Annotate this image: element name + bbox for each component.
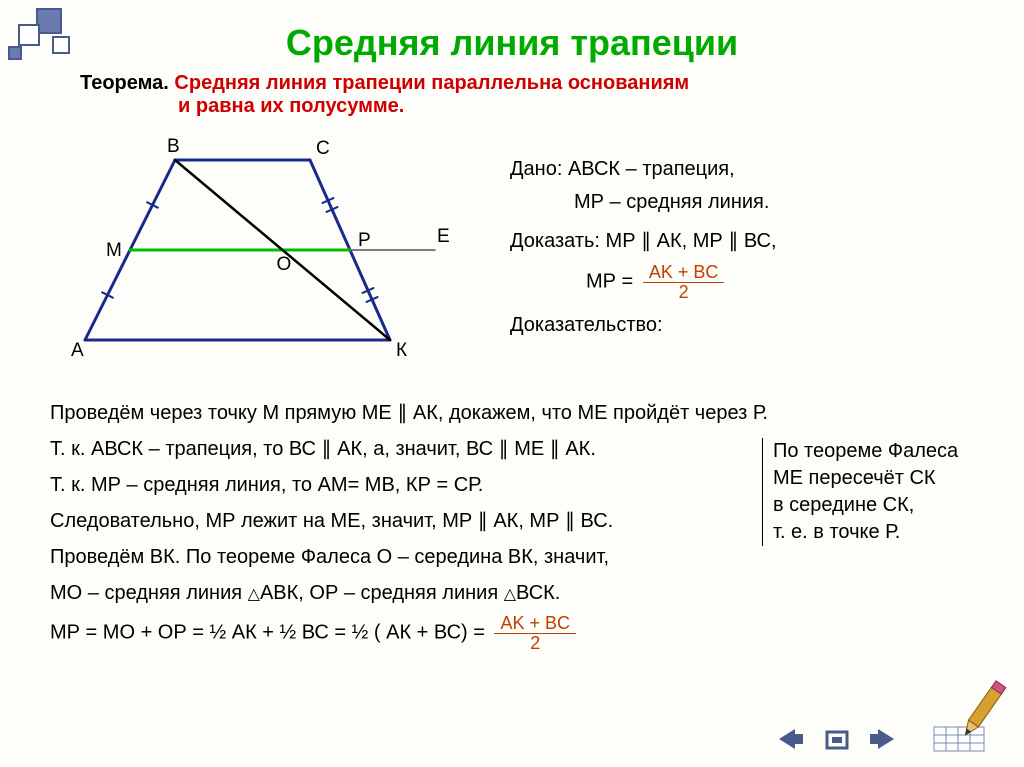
proof-p5: Проведём ВК. По теореме Фалеса О – серед… [50, 542, 984, 572]
proof-p6: МО – средняя линия △АВК, ОР – средняя ли… [50, 578, 984, 608]
svg-text:С: С [316, 138, 330, 159]
nav-controls [769, 725, 904, 753]
page-title: Средняя линия трапеции [0, 22, 1024, 64]
theorem-line2: и равна их полусумме. [178, 95, 404, 117]
svg-text:Р: Р [358, 230, 371, 251]
svg-text:В: В [167, 136, 180, 157]
mp-eq-left: МР = [586, 271, 633, 293]
given-line1: АВСК – трапеция, [568, 158, 735, 180]
svg-text:М: М [106, 240, 122, 261]
theorem-statement: Теорема. Средняя линия трапеции параллел… [80, 72, 689, 118]
proof-p1: Проведём через точку М прямую МЕ ∥ АК, д… [50, 398, 984, 428]
given-line2: МР – средняя линия. [574, 191, 769, 213]
prove-expr: МР ∥ АК, МР ∥ ВС, [606, 230, 777, 252]
svg-text:О: О [277, 254, 292, 275]
thales-note: По теореме Фалеса МЕ пересечёт СК в сере… [762, 438, 994, 546]
theorem-line1: Средняя линия трапеции параллельна основ… [174, 72, 689, 94]
trapezoid-diagram: А В С К М Р Е О [55, 130, 465, 360]
prove-label: Доказать: [510, 230, 600, 252]
mp-fraction: AK + BC 2 [643, 263, 725, 302]
theorem-label: Теорема. [80, 72, 169, 94]
proof-label: Доказательство: [510, 314, 663, 336]
svg-text:К: К [396, 340, 407, 360]
nav-prev-button[interactable] [773, 725, 807, 753]
svg-text:Е: Е [437, 226, 450, 247]
svg-text:А: А [71, 340, 84, 360]
result-fraction: AK + BC 2 [494, 614, 576, 653]
proof-p7: МР = МО + ОР = ½ АК + ½ ВС = ½ ( АК + ВС… [50, 614, 984, 653]
given-prove-block: Дано: АВСК – трапеция, МР – средняя лини… [510, 156, 777, 345]
nav-next-button[interactable] [866, 725, 900, 753]
given-label: Дано: [510, 158, 562, 180]
pencil-icon [928, 677, 1008, 757]
nav-home-button[interactable] [820, 725, 854, 753]
